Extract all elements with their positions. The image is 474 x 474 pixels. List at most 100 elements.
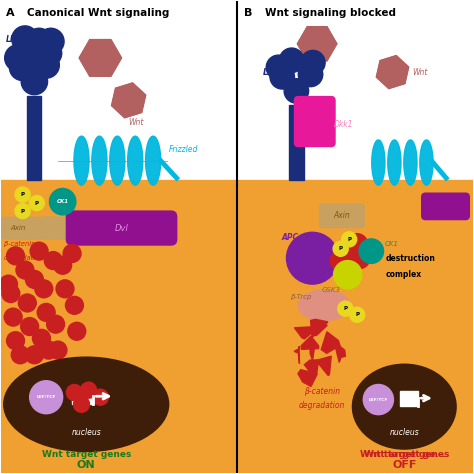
Bar [72, 388, 93, 404]
Circle shape [37, 303, 55, 321]
Circle shape [73, 396, 90, 412]
Circle shape [2, 284, 20, 302]
Circle shape [284, 79, 309, 103]
Circle shape [5, 45, 31, 71]
Text: APC: APC [282, 233, 299, 241]
Text: LRP6: LRP6 [263, 68, 287, 77]
Circle shape [11, 346, 29, 364]
Polygon shape [388, 140, 401, 185]
Text: LEF/TCF: LEF/TCF [36, 395, 56, 399]
Text: Wnt target genes: Wnt target genes [42, 450, 131, 459]
Polygon shape [128, 136, 143, 185]
Circle shape [39, 341, 57, 359]
Text: β-Trcp: β-Trcp [290, 294, 311, 301]
Text: CK1: CK1 [56, 199, 69, 204]
Text: Frizzled: Frizzled [169, 146, 198, 155]
Circle shape [68, 322, 86, 340]
Polygon shape [316, 356, 331, 376]
Circle shape [12, 26, 38, 52]
Circle shape [347, 234, 367, 255]
Circle shape [33, 52, 59, 78]
Circle shape [330, 250, 351, 271]
Circle shape [66, 384, 82, 401]
Bar [27, 96, 41, 181]
Circle shape [63, 245, 81, 263]
Text: Dvl: Dvl [115, 224, 128, 233]
Circle shape [349, 248, 370, 269]
Circle shape [298, 62, 323, 87]
Text: Dkk1: Dkk1 [334, 120, 353, 129]
Polygon shape [310, 319, 328, 337]
Polygon shape [310, 348, 314, 360]
Text: destruction: destruction [385, 254, 435, 263]
Polygon shape [297, 27, 337, 61]
FancyBboxPatch shape [2, 217, 32, 239]
Text: Wnt target genes: Wnt target genes [360, 450, 449, 459]
Polygon shape [301, 336, 319, 349]
FancyBboxPatch shape [294, 97, 335, 146]
Circle shape [21, 68, 47, 95]
Polygon shape [315, 325, 328, 336]
FancyBboxPatch shape [66, 211, 177, 245]
Polygon shape [294, 346, 300, 364]
Ellipse shape [353, 364, 456, 449]
Ellipse shape [4, 357, 169, 451]
Circle shape [15, 203, 30, 219]
Circle shape [338, 301, 353, 316]
Polygon shape [294, 327, 312, 339]
Circle shape [54, 256, 72, 274]
Circle shape [335, 241, 356, 262]
Circle shape [301, 50, 325, 75]
Text: nucleus: nucleus [390, 428, 419, 437]
Circle shape [56, 280, 74, 298]
Text: Wnt: Wnt [412, 68, 428, 77]
Text: CK1: CK1 [385, 241, 399, 247]
Polygon shape [321, 332, 340, 353]
Text: Axin: Axin [10, 225, 26, 231]
Polygon shape [79, 39, 121, 76]
Polygon shape [74, 136, 89, 185]
Bar [400, 391, 419, 406]
Text: Wnt signaling blocked: Wnt signaling blocked [265, 9, 396, 18]
Circle shape [29, 196, 44, 210]
Circle shape [17, 37, 43, 64]
Text: ON: ON [77, 460, 96, 470]
Circle shape [266, 55, 291, 80]
Circle shape [359, 239, 383, 264]
Circle shape [46, 315, 64, 333]
Circle shape [81, 382, 97, 398]
Circle shape [342, 248, 363, 269]
Text: P: P [20, 209, 25, 214]
FancyBboxPatch shape [422, 193, 469, 219]
Circle shape [26, 346, 43, 364]
Circle shape [18, 294, 36, 312]
Circle shape [49, 189, 76, 215]
Text: Wnt: Wnt [128, 118, 143, 127]
Text: Wnt target ge...: Wnt target ge... [364, 450, 445, 459]
Polygon shape [372, 140, 385, 185]
Circle shape [30, 242, 48, 260]
Text: nucleus: nucleus [71, 428, 101, 437]
Circle shape [36, 40, 62, 66]
Bar [1, 1, 473, 181]
Ellipse shape [298, 290, 350, 320]
Text: β-catenin: β-catenin [304, 387, 340, 396]
Text: P: P [20, 192, 25, 197]
Text: LRP6: LRP6 [9, 49, 30, 58]
Circle shape [26, 28, 52, 55]
Circle shape [9, 54, 36, 81]
Circle shape [342, 232, 357, 247]
Text: P: P [338, 246, 343, 251]
Circle shape [30, 381, 63, 414]
Polygon shape [420, 140, 433, 185]
Circle shape [286, 232, 338, 284]
Circle shape [7, 332, 25, 350]
Circle shape [21, 318, 38, 336]
Text: degradation: degradation [4, 255, 44, 261]
Text: A: A [6, 9, 15, 18]
Polygon shape [304, 360, 319, 374]
Polygon shape [404, 140, 417, 185]
Text: Canonical Wnt signaling: Canonical Wnt signaling [27, 9, 170, 18]
Text: complex: complex [385, 270, 421, 279]
Text: P: P [347, 237, 351, 242]
